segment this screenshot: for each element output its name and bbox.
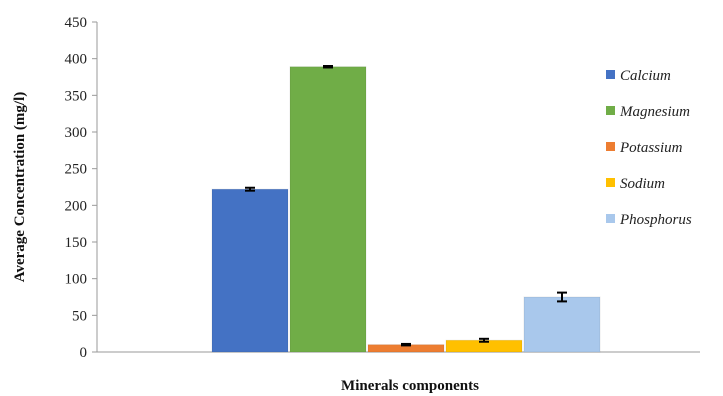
bar-phosphorus xyxy=(523,296,601,353)
legend-label-phosphorus: Phosphorus xyxy=(619,212,692,228)
y-tick-label: 400 xyxy=(65,52,88,68)
y-tick-label: 0 xyxy=(80,345,88,361)
legend-label-sodium: Sodium xyxy=(620,176,665,192)
error-bars xyxy=(245,65,567,347)
y-tick-label: 150 xyxy=(65,235,88,251)
y-tick-label: 100 xyxy=(65,272,88,288)
y-tick-label: 350 xyxy=(65,88,88,104)
y-tick-label: 50 xyxy=(72,308,87,324)
legend-label-potassium: Potassium xyxy=(619,140,683,156)
y-tick-label: 300 xyxy=(65,125,88,141)
y-axis-title: Average Concentration (mg/l) xyxy=(12,92,28,283)
bars xyxy=(211,66,601,353)
legend-swatch-sodium xyxy=(606,178,615,187)
x-axis-title: Minerals components xyxy=(341,378,479,394)
y-tick-label: 450 xyxy=(65,15,88,31)
bar-calcium xyxy=(211,188,289,353)
y-ticks: 0 50 100 150 200 250 300 350 400 450 xyxy=(65,15,97,361)
bar-magnesium xyxy=(289,66,367,353)
legend-swatch-calcium xyxy=(606,70,615,79)
legend-label-magnesium: Magnesium xyxy=(619,104,690,120)
legend-swatch-magnesium xyxy=(606,106,615,115)
legend-label-calcium: Calcium xyxy=(620,68,671,84)
y-tick-label: 200 xyxy=(65,198,88,214)
y-tick-label: 250 xyxy=(65,162,88,178)
y-axis: 0 50 100 150 200 250 300 350 400 450 xyxy=(65,15,98,361)
legend: Calcium Magnesium Potassium Sodium Phosphoru… xyxy=(606,68,692,228)
legend-swatch-phosphorus xyxy=(606,214,615,223)
legend-swatch-potassium xyxy=(606,142,615,151)
